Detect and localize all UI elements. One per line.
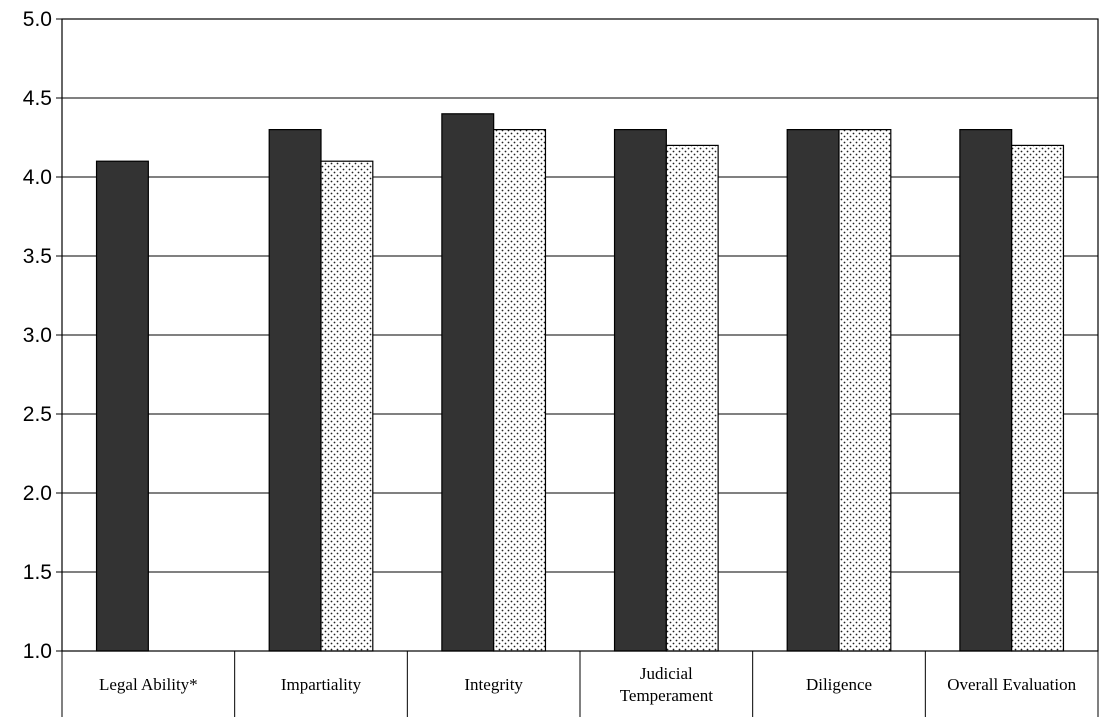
x-category-label: Impartiality [281, 675, 362, 694]
x-category-label: Diligence [806, 675, 872, 694]
bar-series1-5 [959, 129, 1013, 652]
bar-series2-2 [493, 129, 547, 652]
bar-series2-3 [665, 144, 719, 652]
y-tick-label: 4.0 [23, 166, 52, 189]
x-category-label: Overall Evaluation [947, 675, 1076, 694]
y-tick-label: 3.5 [23, 245, 52, 268]
bar-series2-4 [838, 129, 892, 652]
y-tick-label: 2.5 [23, 403, 52, 426]
y-tick-label: 3.0 [23, 324, 52, 347]
y-tick-label: 1.0 [23, 640, 52, 663]
bar-series1-4 [786, 129, 840, 652]
x-category-label: Legal Ability* [99, 675, 198, 694]
y-tick-label: 1.5 [23, 561, 52, 584]
bar-series1-2 [441, 113, 495, 652]
y-tick-label: 2.0 [23, 482, 52, 505]
x-category-label: Judicial Temperament [620, 664, 713, 705]
bar-series1-3 [613, 129, 667, 652]
axes [56, 18, 1099, 717]
y-tick-label: 5.0 [23, 8, 52, 31]
bar-series2-1 [320, 160, 374, 652]
bars [95, 113, 1065, 652]
bar-series2-5 [1011, 144, 1065, 652]
bar-series1-1 [268, 129, 322, 652]
x-category-label: Integrity [464, 675, 523, 694]
y-tick-label: 4.5 [23, 87, 52, 110]
x-category-labels: Legal Ability* Impartiality Integrity Judic… [99, 664, 1077, 705]
y-tick-labels: 1.0 1.5 2.0 2.5 3.0 3.5 4.0 4.5 5.0 [23, 8, 52, 663]
bar-series1-0 [95, 160, 149, 652]
gridlines [62, 97, 1098, 573]
